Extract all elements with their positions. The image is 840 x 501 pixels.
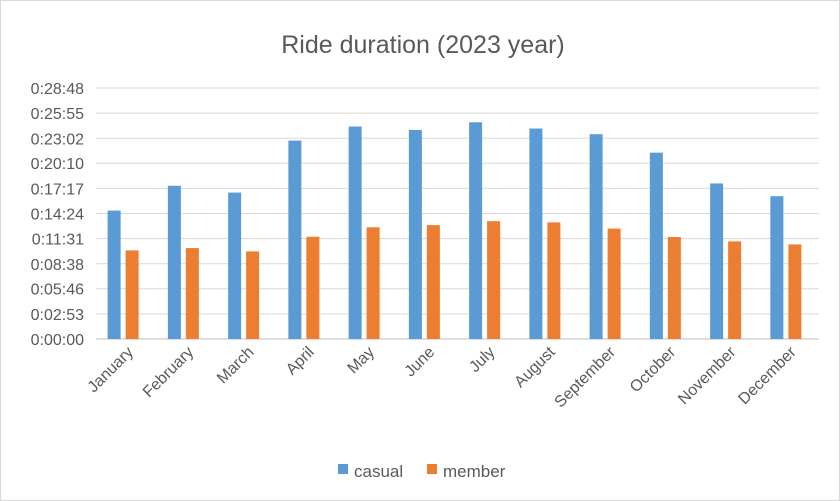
y-axis-ticks: 0:00:00 0:02:53 0:05:46 0:08:38 0:11:31 0:14:… <box>31 81 84 349</box>
legend-swatch-member <box>427 464 437 474</box>
x-tick-label: November <box>675 343 740 408</box>
bar-casual-january <box>107 210 121 339</box>
bar-member-july <box>487 221 501 339</box>
bar-casual-october <box>649 152 663 339</box>
bar-member-december <box>788 244 802 339</box>
x-tick-label: September <box>552 343 620 411</box>
bar-casual-may <box>348 126 362 339</box>
legend: casual member <box>338 462 506 481</box>
bar-casual-september <box>589 134 603 339</box>
bar-casual-november <box>710 183 724 339</box>
x-tick-label: April <box>283 344 318 379</box>
bar-casual-july <box>469 122 483 339</box>
x-tick-label: January <box>85 344 137 396</box>
bar-casual-april <box>288 140 302 339</box>
y-tick-label: 0:08:38 <box>31 257 84 274</box>
y-tick-label: 0:14:24 <box>31 207 84 224</box>
x-tick-label: December <box>735 343 800 408</box>
legend-swatch-casual <box>338 464 348 474</box>
bar-member-may <box>366 227 380 339</box>
bar-member-october <box>667 237 681 339</box>
x-tick-label: June <box>402 344 439 381</box>
y-tick-label: 0:20:10 <box>31 156 84 173</box>
bar-member-june <box>426 225 440 339</box>
bar-member-august <box>547 222 561 339</box>
bar-member-february <box>185 248 199 339</box>
bar-member-april <box>306 236 320 339</box>
x-axis-ticks: January February March April May June July Augu… <box>85 343 800 411</box>
x-tick-label: August <box>511 343 559 391</box>
bar-member-november <box>728 241 742 339</box>
x-tick-label: July <box>466 344 498 376</box>
y-tick-label: 0:25:55 <box>31 106 84 123</box>
y-tick-label: 0:23:02 <box>31 131 84 148</box>
y-tick-label: 0:02:53 <box>31 307 84 324</box>
bar-member-march <box>246 251 260 339</box>
y-tick-label: 0:00:00 <box>31 332 84 349</box>
y-tick-label: 0:28:48 <box>31 81 84 98</box>
bar-member-january <box>125 250 139 339</box>
y-tick-label: 0:05:46 <box>31 282 84 299</box>
x-tick-label: May <box>345 344 378 377</box>
bar-casual-december <box>770 196 784 339</box>
bar-casual-august <box>529 128 543 339</box>
y-tick-label: 0:11:31 <box>32 232 84 249</box>
legend-label-casual: casual <box>354 462 403 481</box>
gridlines <box>96 87 819 340</box>
chart-title: Ride duration (2023 year) <box>281 31 565 59</box>
legend-label-member: member <box>443 462 506 481</box>
bar-casual-june <box>408 129 422 339</box>
y-tick-label: 0:17:17 <box>31 181 84 198</box>
bar-member-september <box>607 228 621 339</box>
x-tick-label: February <box>140 344 197 401</box>
bars <box>107 122 802 339</box>
bar-casual-march <box>228 192 242 339</box>
bar-casual-february <box>167 185 181 339</box>
x-tick-label: October <box>627 343 680 396</box>
x-tick-label: March <box>214 344 257 387</box>
